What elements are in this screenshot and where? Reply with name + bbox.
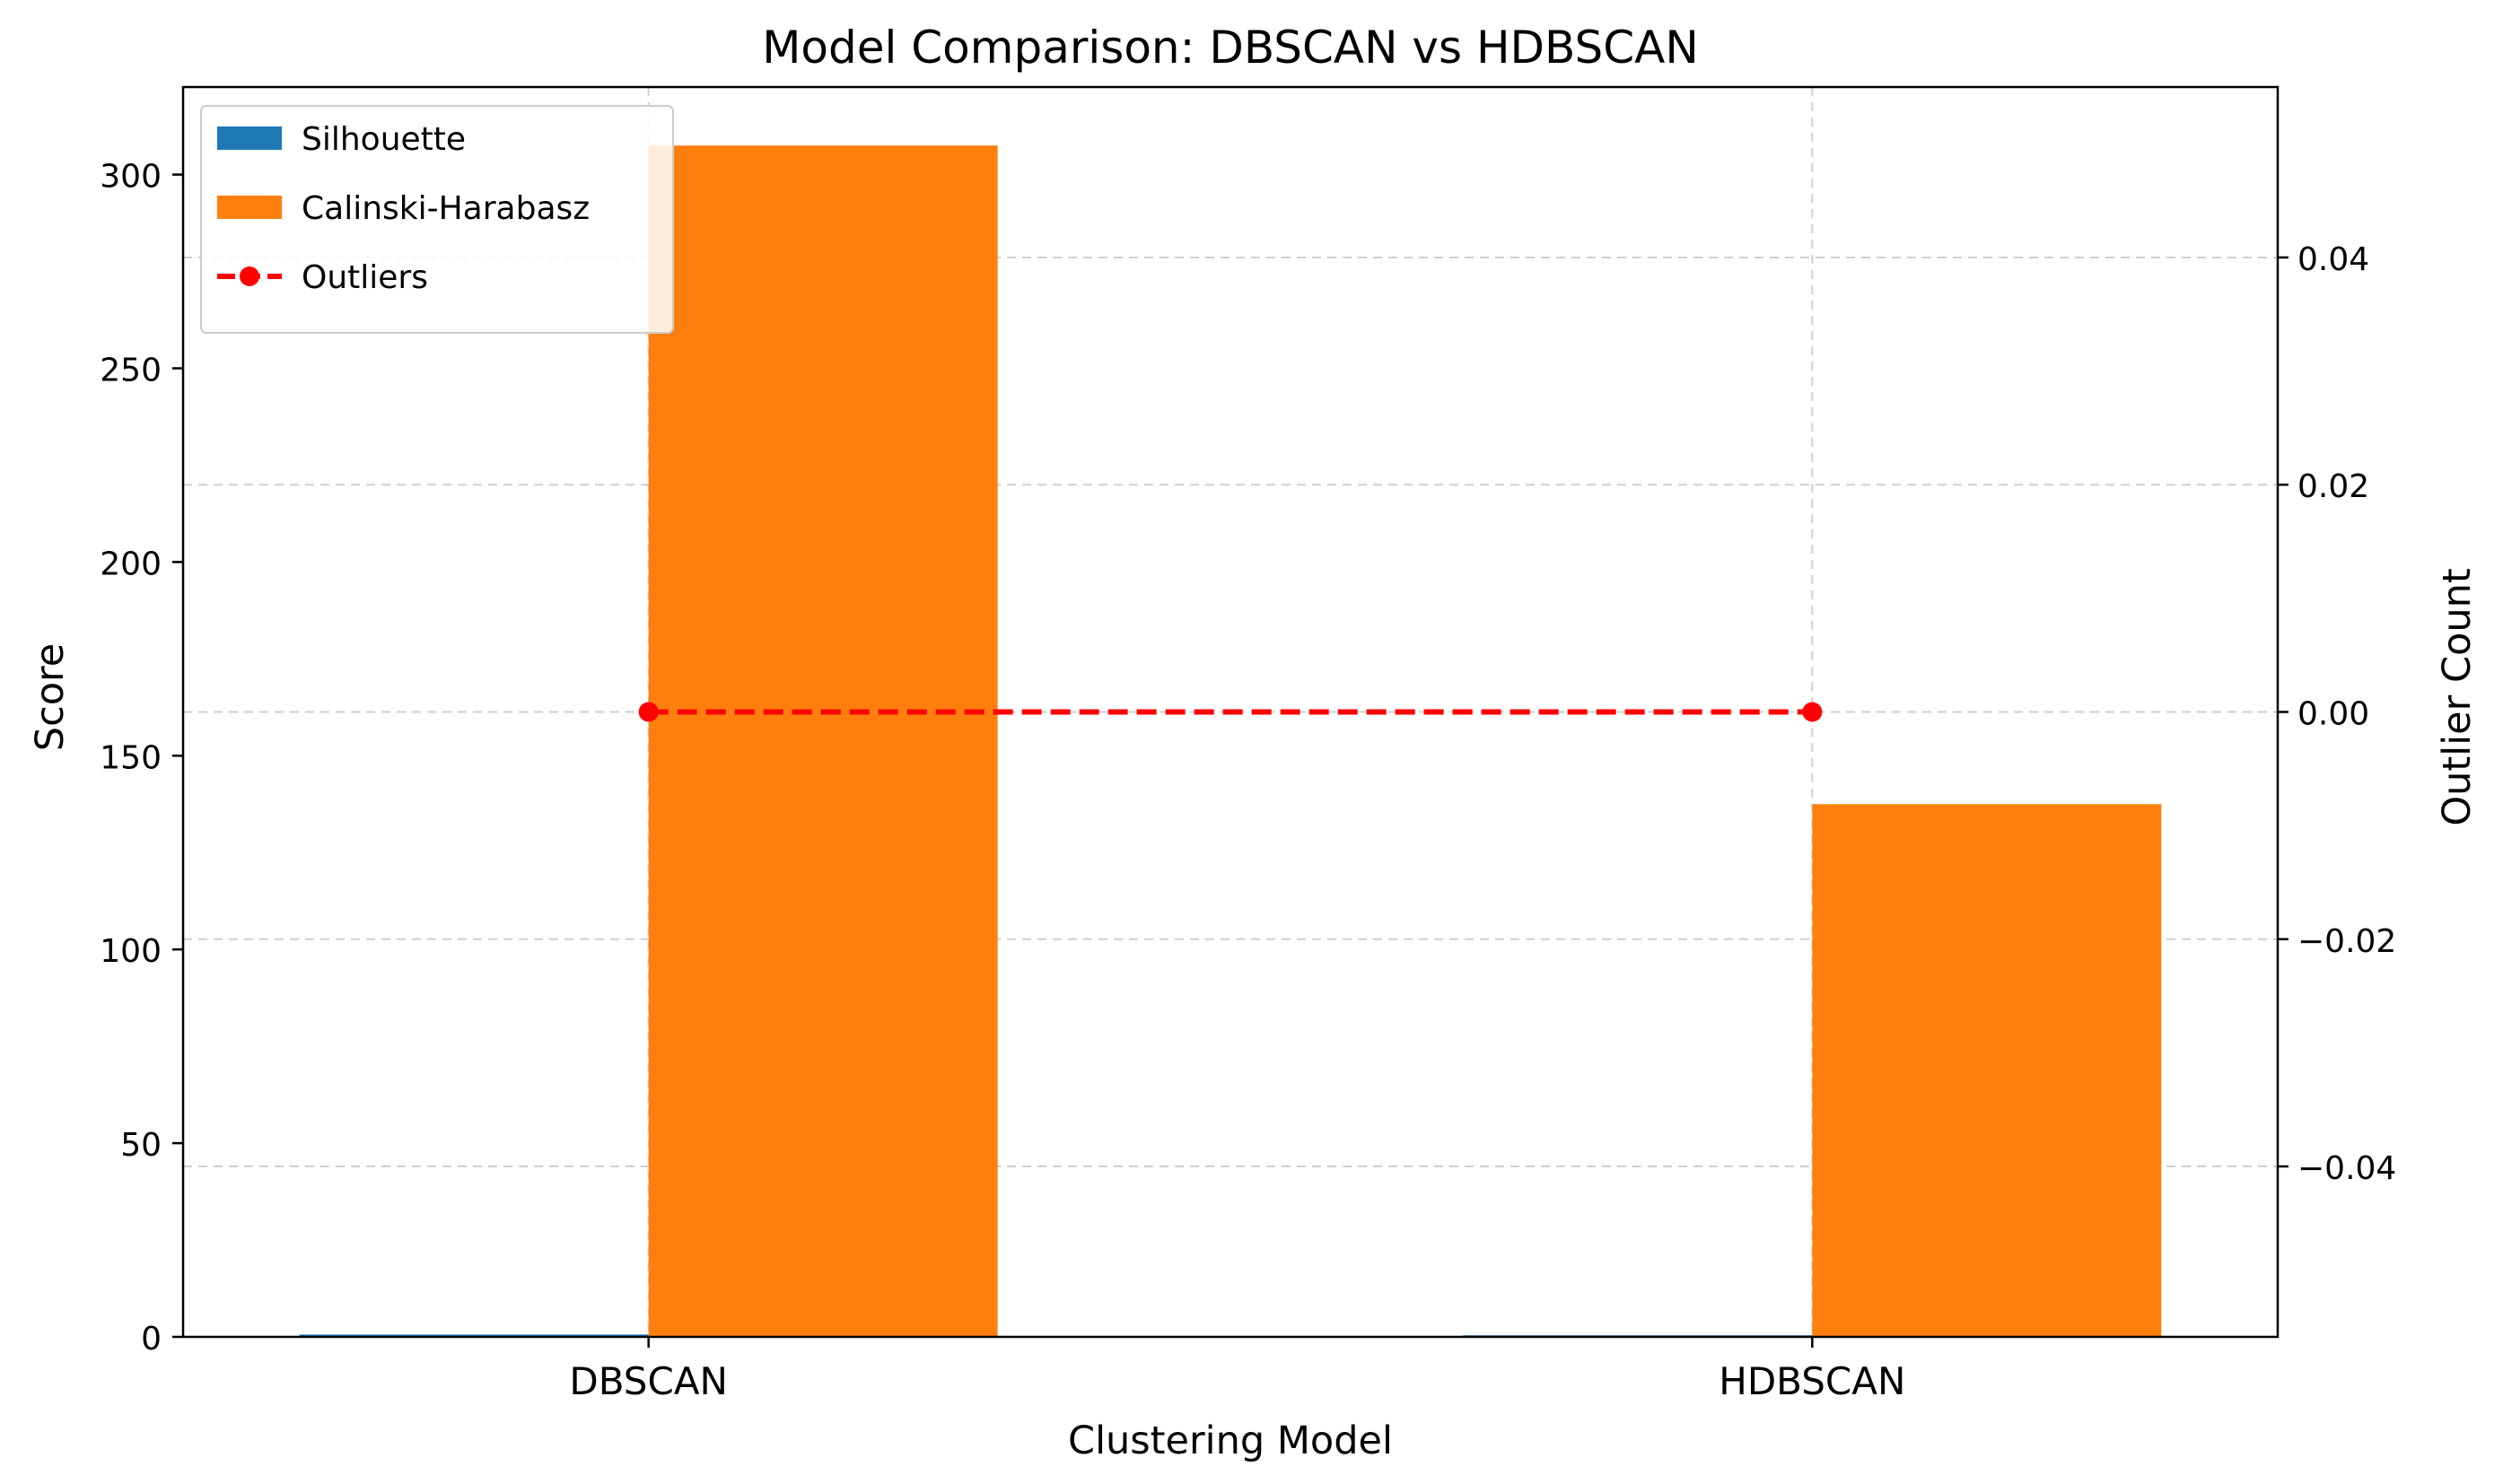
legend: Silhouette Calinski-Harabasz Outliers <box>200 105 674 334</box>
y2-tick-label: −0.04 <box>2297 1150 2396 1187</box>
y2-tick-label: 0.02 <box>2297 468 2369 505</box>
outliers-point-dbscan <box>638 702 659 722</box>
chart-title: Model Comparison: DBSCAN vs HDBSCAN <box>762 22 1699 74</box>
y2-axis-label: Outlier Count <box>2435 568 2480 825</box>
legend-marker-2 <box>240 266 259 286</box>
y2-tick-label: 0.00 <box>2297 696 2369 733</box>
legend-label-0: Silhouette <box>302 121 466 158</box>
y2-tick-label: 0.04 <box>2297 241 2369 278</box>
legend-label-2: Outliers <box>302 259 428 296</box>
bars-layer <box>299 145 2162 1338</box>
y-tick-label: 150 <box>100 739 162 776</box>
y-tick-label: 100 <box>100 933 162 970</box>
legend-label-1: Calinski-Harabasz <box>302 190 590 227</box>
y-tick-label: 50 <box>120 1127 162 1164</box>
axes-layer: 0 50 100 150 200 250 300 −0.04 −0.02 0.00 0.02 0.04… <box>100 85 2396 1403</box>
legend-swatch-1 <box>217 196 282 219</box>
y-axis-label: Score <box>28 643 73 751</box>
x-tick-label: HDBSCAN <box>1719 1359 1905 1403</box>
y2-tick-label: −0.02 <box>2297 923 2396 960</box>
x-axis-label: Clustering Model <box>1068 1419 1393 1463</box>
y-tick-label: 250 <box>100 352 162 388</box>
outliers-point-hdbscan <box>1802 702 1823 722</box>
bar-silhouette-dbscan <box>299 1334 649 1337</box>
x-tick-label: DBSCAN <box>569 1359 728 1403</box>
y-tick-label: 200 <box>100 546 162 582</box>
y-tick-label: 300 <box>100 159 162 196</box>
y-tick-label: 0 <box>141 1321 162 1357</box>
legend-swatch-0 <box>217 127 282 150</box>
bar-calinski-harabasz-hdbscan <box>1812 804 2162 1337</box>
bar-calinski-harabasz-dbscan <box>648 145 998 1338</box>
line-layer <box>638 702 1823 722</box>
legend-box <box>200 105 674 334</box>
